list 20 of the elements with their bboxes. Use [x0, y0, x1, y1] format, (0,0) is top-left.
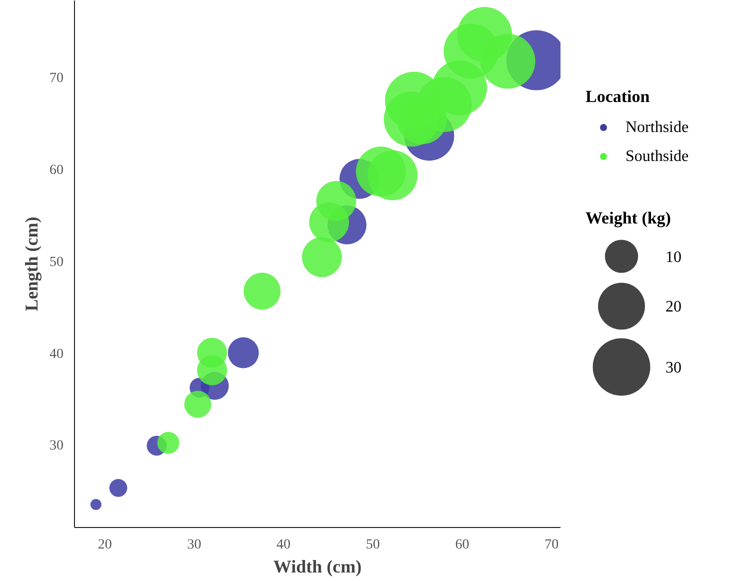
y-tick-label: 30: [50, 438, 64, 454]
y-axis-title: Length (cm): [22, 216, 42, 312]
x-tick-label: 30: [187, 538, 202, 552]
text: Weight (kg): [586, 208, 671, 228]
x-tick-label: 60: [455, 538, 470, 552]
legend-label: 30: [666, 359, 682, 376]
x-tick-label: 40: [276, 538, 291, 552]
x-axis-title: Width (cm): [273, 556, 362, 576]
legend-title: Location: [586, 87, 650, 106]
legend-label: Northside: [626, 118, 689, 136]
x-tick-label: 20: [98, 538, 112, 552]
legend-label: 10: [666, 248, 682, 266]
legend-label: 20: [666, 298, 682, 316]
x-tick-label: 50: [366, 538, 380, 552]
legend-label: Southside: [626, 148, 689, 166]
y-tick-label: 60: [50, 162, 64, 178]
y-tick-label: 50: [50, 254, 64, 270]
y-tick-label: 70: [50, 70, 64, 86]
x-tick-label: 70: [544, 538, 559, 552]
y-tick-label: 40: [50, 346, 64, 362]
